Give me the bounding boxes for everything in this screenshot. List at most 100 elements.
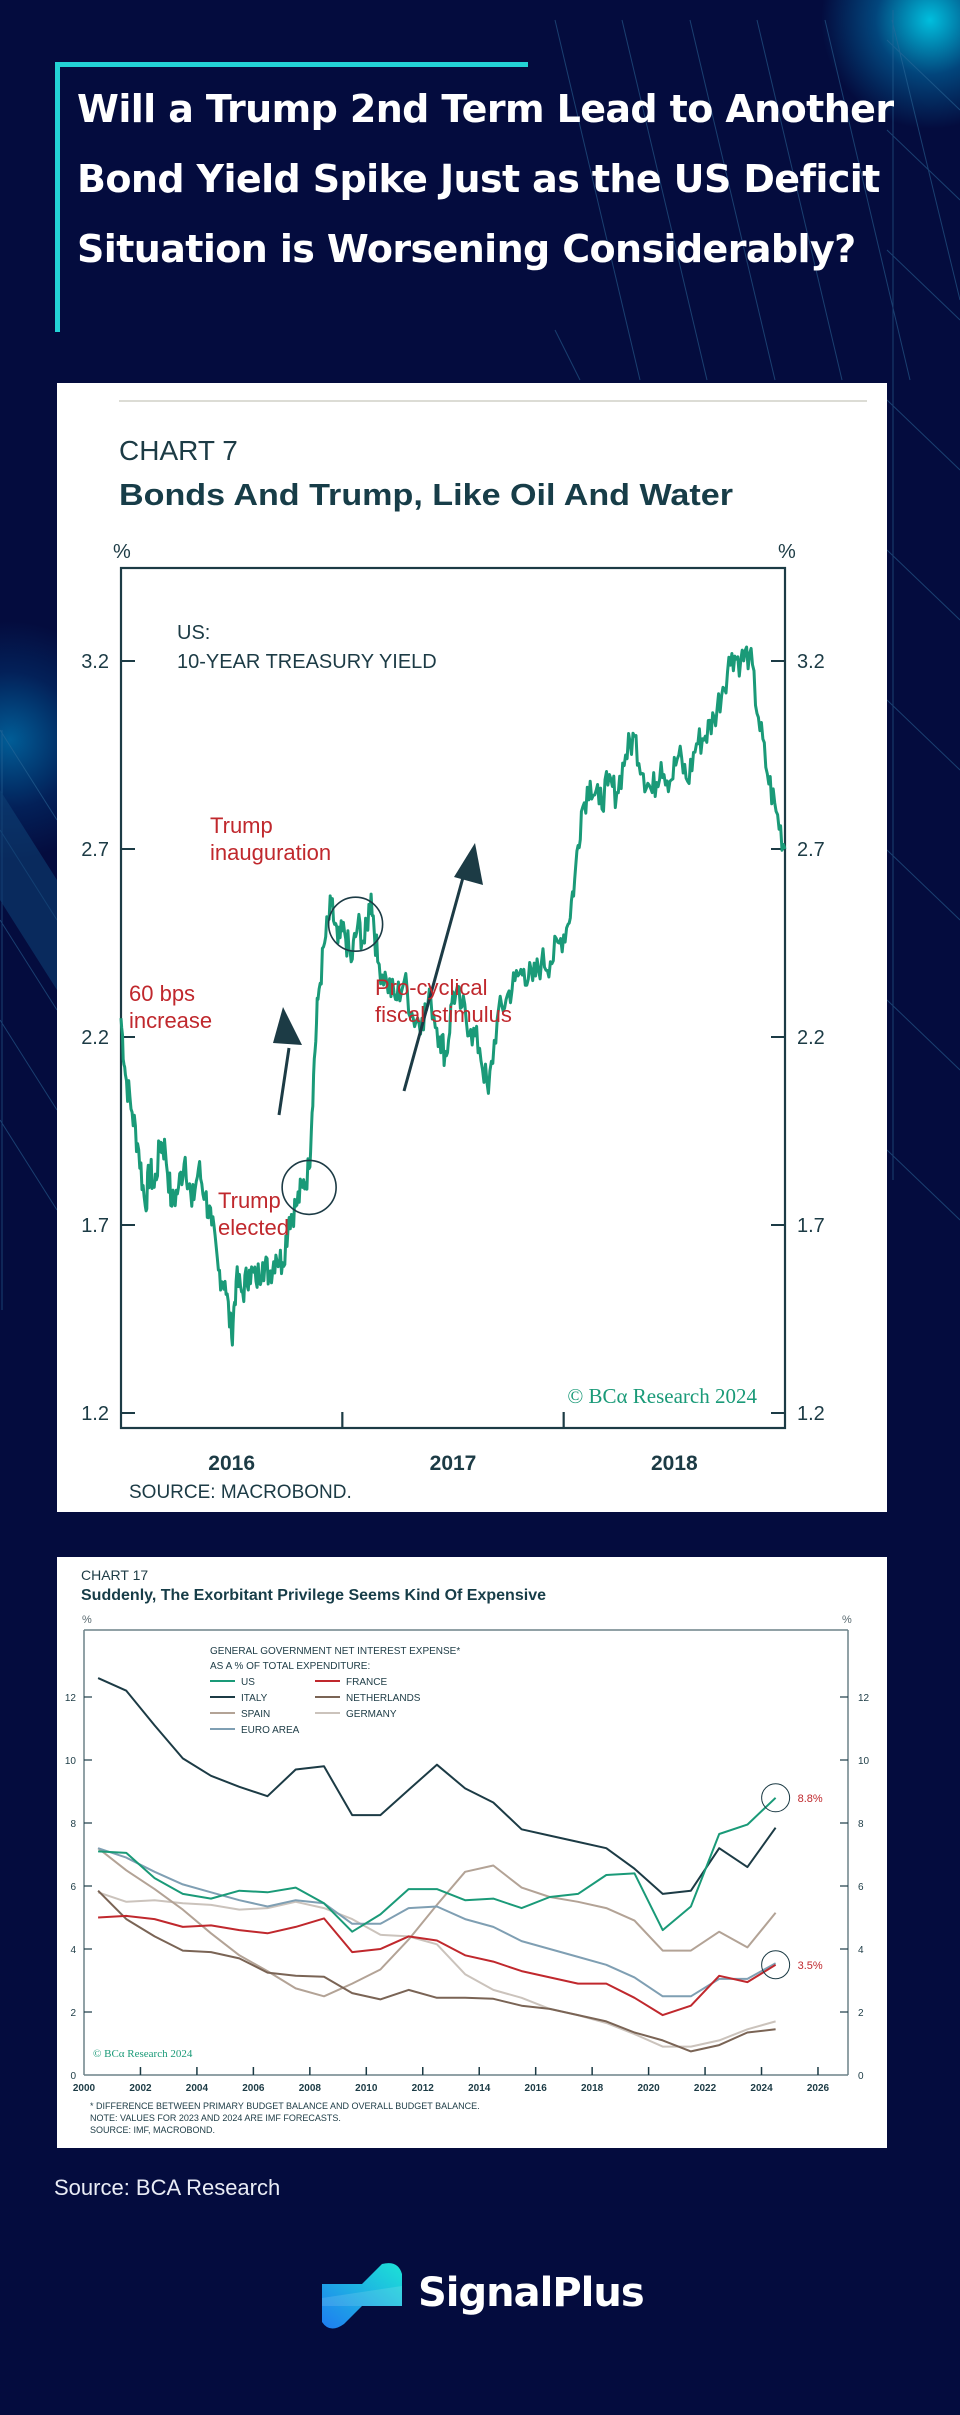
- legend-title-line1: GENERAL GOVERNMENT NET INTEREST EXPENSE*: [210, 1646, 460, 1657]
- y-tick-label-right: 2.7: [797, 839, 825, 861]
- x-tick-label: 2006: [242, 2083, 265, 2094]
- annotation-arrowhead-60bps: [273, 1007, 302, 1045]
- chart-source: SOURCE: MACROBOND.: [129, 1482, 352, 1503]
- legend-label-italy: ITALY: [241, 1693, 268, 1704]
- chart-title: Suddenly, The Exorbitant Privilege Seems…: [81, 1587, 546, 1604]
- x-tick-label: 2020: [637, 2083, 660, 2094]
- x-tick-label: 2000: [73, 2083, 96, 2094]
- y-tick-label-right: 3.2: [797, 651, 825, 673]
- x-tick-label: 2018: [651, 1452, 698, 1475]
- footnote-note: NOTE: VALUES FOR 2023 AND 2024 ARE IMF F…: [90, 2113, 341, 2123]
- y-tick-label-left: 2.2: [81, 1027, 109, 1049]
- annotation-text: Pro-cyclical: [375, 975, 487, 1000]
- x-tick-label: 2026: [807, 2083, 830, 2094]
- y-tick-label-right: 2: [858, 2008, 864, 2019]
- legend-label-france: FRANCE: [346, 1677, 387, 1688]
- footnote: * DIFFERENCE BETWEEN PRIMARY BUDGET BALA…: [90, 2101, 480, 2111]
- x-tick-label: 2017: [430, 1452, 477, 1475]
- annotation-circle-inauguration: [327, 896, 384, 953]
- x-tick-label: 2016: [208, 1452, 255, 1475]
- legend-label-netherlands: NETHERLANDS: [346, 1693, 421, 1704]
- chart-card-bonds-and-trump: CHART 7 Bonds And Trump, Like Oil And Wat…: [57, 383, 887, 1512]
- x-tick-label: 2010: [355, 2083, 378, 2094]
- legend-title-line2: AS A % OF TOTAL EXPENDITURE:: [210, 1661, 370, 1672]
- annotation-text: Trump: [210, 813, 273, 838]
- y-tick-label-left: 2: [70, 2008, 76, 2019]
- y-tick-label-left: 3.2: [81, 651, 109, 673]
- x-tick-label: 2016: [525, 2083, 548, 2094]
- chart-label: CHART 17: [81, 1567, 148, 1583]
- y-tick-label-left: 0: [70, 2071, 76, 2082]
- callout-circle: [761, 1783, 791, 1813]
- annotation-text: Trump: [218, 1188, 281, 1213]
- legend-label-euro-area: EURO AREA: [241, 1725, 300, 1736]
- y-tick-label-left: 12: [65, 1693, 77, 1704]
- y-tick-label-left: 10: [65, 1756, 77, 1767]
- y-tick-label-right: 1.2: [797, 1403, 825, 1425]
- chart-treasury-yield: CHART 7 Bonds And Trump, Like Oil And Wat…: [81, 400, 867, 1503]
- y-tick-label-right: 10: [858, 1756, 870, 1767]
- series-label-line2: 10-YEAR TREASURY YIELD: [177, 651, 437, 673]
- series-line-spain: [97, 1847, 777, 1998]
- x-tick-label: 2004: [186, 2083, 209, 2094]
- footnote-source: SOURCE: IMF, MACROBOND.: [90, 2125, 215, 2135]
- x-tick-label: 2018: [581, 2083, 604, 2094]
- callout-label: 3.5%: [798, 1960, 823, 1972]
- annotation-text: 60 bps: [129, 981, 195, 1006]
- plot-frame: [119, 566, 787, 1430]
- y-tick-label-left: 4: [70, 1945, 76, 1956]
- chart-card-exorbitant-privilege: CHART 17 Suddenly, The Exorbitant Privile…: [57, 1557, 887, 2148]
- x-tick-label: 2012: [412, 2083, 435, 2094]
- series-line-netherlands: [97, 1889, 776, 2053]
- y-tick-label-left: 1.7: [81, 1215, 109, 1237]
- chart-title: Bonds And Trump, Like Oil And Water: [119, 477, 733, 512]
- x-tick-label: 2008: [299, 2083, 322, 2094]
- x-tick-label: 2002: [129, 2083, 152, 2094]
- annotation-text: fiscal stimulus: [375, 1002, 512, 1027]
- y-axis-unit-left: %: [82, 1614, 92, 1626]
- y-tick-label-left: 6: [70, 1882, 76, 1893]
- y-tick-label-right: 6: [858, 1882, 864, 1893]
- signalplus-logo: SignalPlus: [320, 2262, 660, 2332]
- annotation-text: elected: [218, 1215, 289, 1240]
- y-tick-label-left: 1.2: [81, 1403, 109, 1425]
- signalplus-logo-icon: [322, 2263, 402, 2329]
- x-tick-label: 2024: [750, 2083, 773, 2094]
- series-line-italy: [97, 1677, 777, 1895]
- y-tick-label-right: 0: [858, 2071, 864, 2082]
- annotation-arrow-stimulus: [402, 862, 469, 1092]
- series-line-france: [98, 1914, 777, 2017]
- y-tick-label-right: 2.2: [797, 1027, 825, 1049]
- chart-interest-expense: CHART 17 Suddenly, The Exorbitant Privile…: [65, 1567, 870, 2135]
- y-tick-label-left: 8: [70, 1819, 76, 1830]
- annotation-arrow-60bps: [277, 1047, 291, 1116]
- callout-circle: [761, 1950, 791, 1980]
- brand-name: SignalPlus: [418, 2270, 645, 2316]
- y-tick-label-right: 4: [858, 1945, 864, 1956]
- source-caption: Source: BCA Research: [54, 2175, 281, 2200]
- x-tick-label: 2022: [694, 2083, 717, 2094]
- watermark: © BCα Research 2024: [93, 2048, 193, 2060]
- y-axis-unit-left: %: [113, 541, 131, 563]
- watermark: © BCα Research 2024: [567, 1384, 757, 1408]
- annotation-arrowhead-stimulus: [454, 843, 483, 885]
- title-accent-bar: [55, 62, 528, 67]
- series-line-us: [98, 1797, 777, 1933]
- y-tick-label-left: 2.7: [81, 839, 109, 861]
- title-accent-bracket: [55, 62, 60, 332]
- annotation-text: inauguration: [210, 840, 331, 865]
- chart-label: CHART 7: [119, 435, 238, 466]
- annotation-text: increase: [129, 1008, 212, 1033]
- legend-label-germany: GERMANY: [346, 1709, 397, 1720]
- y-tick-label-right: 8: [858, 1819, 864, 1830]
- x-tick-label: 2014: [468, 2083, 491, 2094]
- series-label-line1: US:: [177, 622, 210, 644]
- y-axis-unit-right: %: [842, 1614, 852, 1626]
- y-axis-unit-right: %: [778, 541, 796, 563]
- series-line-euro-area: [97, 1847, 777, 1998]
- y-tick-label-right: 12: [858, 1693, 870, 1704]
- annotation-circle-elected: [281, 1159, 337, 1216]
- y-tick-label-right: 1.7: [797, 1215, 825, 1237]
